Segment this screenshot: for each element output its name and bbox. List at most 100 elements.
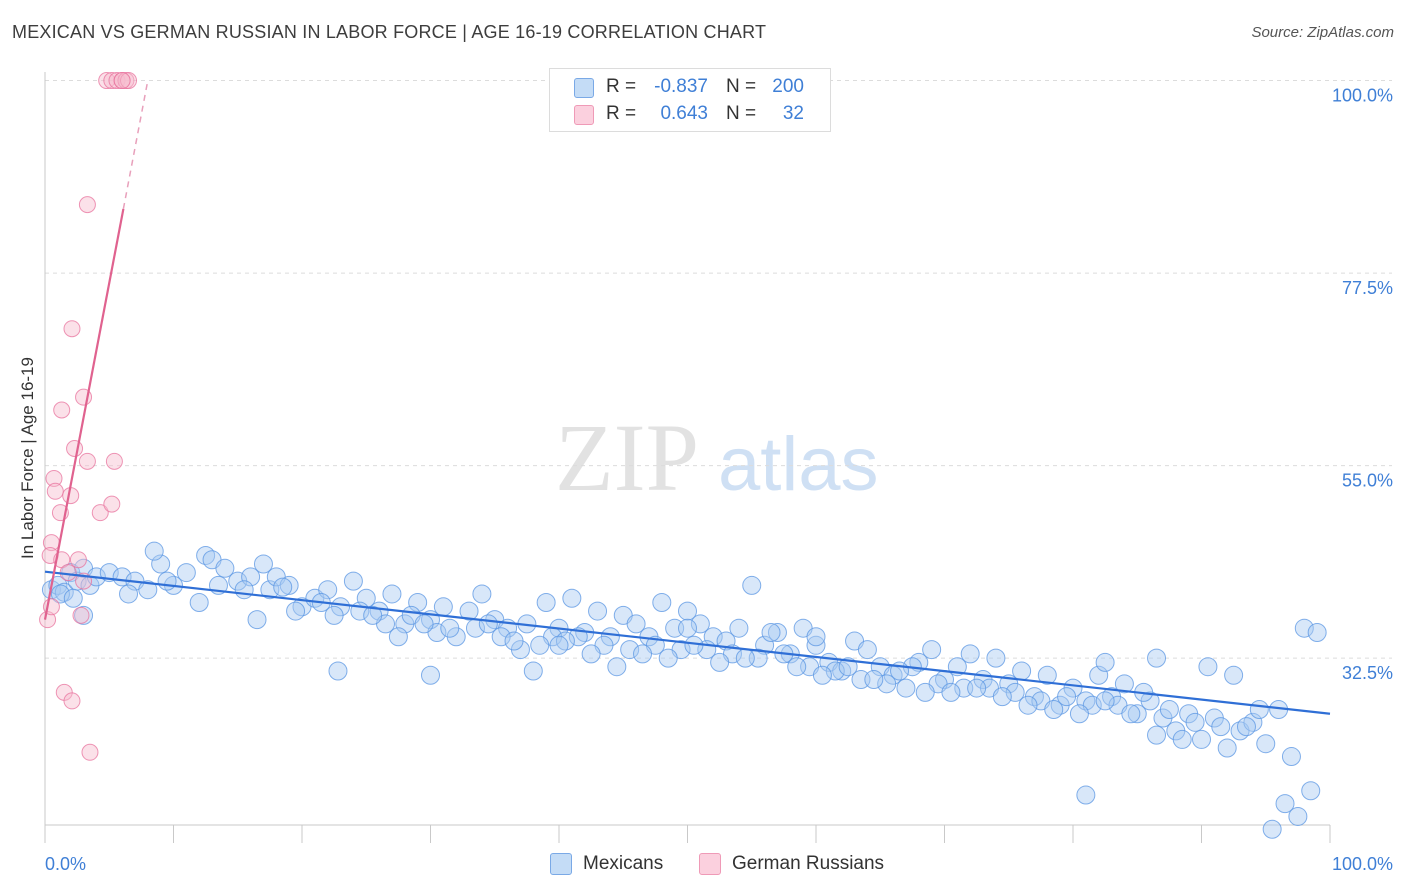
mexicans-point bbox=[1069, 704, 1089, 724]
n-label: N = bbox=[726, 76, 757, 97]
mexicans-point bbox=[472, 584, 492, 604]
mexicans-point bbox=[1012, 661, 1032, 681]
german-russians-trendline bbox=[43, 208, 125, 620]
mexicans-point bbox=[767, 622, 787, 642]
mexicans-point bbox=[864, 670, 884, 690]
mexicans-point bbox=[1275, 794, 1295, 814]
german-russians-point bbox=[78, 452, 96, 470]
trendlines bbox=[43, 80, 1331, 715]
mexicans-point bbox=[1095, 691, 1115, 711]
mexicans-point bbox=[1095, 652, 1115, 672]
german-russians-points bbox=[39, 72, 138, 761]
mexicans-point bbox=[328, 661, 348, 681]
mexicans-point bbox=[607, 657, 627, 677]
mexicans-point bbox=[806, 627, 826, 647]
mexicans-point bbox=[63, 588, 83, 608]
mexicans-point bbox=[324, 605, 344, 625]
mexicans-point bbox=[1018, 695, 1038, 715]
german-russians-swatch bbox=[574, 105, 594, 125]
german-russians-point bbox=[103, 495, 121, 513]
mexicans-point bbox=[562, 588, 582, 608]
mexicans-point bbox=[633, 644, 653, 664]
mexicans-point bbox=[1121, 704, 1141, 724]
mexicans-point bbox=[857, 640, 877, 660]
source-credit: Source: ZipAtlas.com bbox=[1251, 24, 1394, 41]
y-tick-label: 55.0% bbox=[1342, 471, 1393, 491]
mexicans-point bbox=[825, 661, 845, 681]
legend-label-german-russians: German Russians bbox=[732, 853, 885, 874]
mexicans-point bbox=[138, 580, 158, 600]
axes bbox=[44, 72, 1331, 843]
mexicans-point bbox=[941, 682, 961, 702]
german-russians-point bbox=[63, 692, 81, 710]
german-russians-point bbox=[81, 743, 99, 761]
mexicans-point bbox=[1301, 781, 1321, 801]
mexicans-point bbox=[690, 614, 710, 634]
legend-swatch-mexicans bbox=[550, 853, 572, 875]
german-russians-point bbox=[66, 440, 84, 457]
mexicans-point bbox=[678, 618, 697, 638]
mexicans-point bbox=[1037, 665, 1057, 685]
mexicans-points bbox=[41, 541, 1327, 839]
mexicans-point bbox=[1256, 734, 1276, 754]
mexicans-point bbox=[967, 678, 987, 698]
mexicans-point bbox=[1147, 648, 1167, 668]
mexicans-point bbox=[1005, 682, 1025, 702]
mexicans-point bbox=[504, 631, 524, 651]
r-value: 0.643 bbox=[660, 103, 708, 124]
mexicans-point bbox=[215, 558, 235, 578]
mexicans-point bbox=[189, 593, 209, 613]
mexicans-point bbox=[119, 584, 139, 604]
mexicans-swatch bbox=[574, 78, 594, 98]
german-russians-point bbox=[46, 482, 64, 500]
mexicans-point bbox=[729, 618, 749, 638]
n-label: N = bbox=[726, 103, 757, 124]
mexicans-point bbox=[1249, 699, 1269, 719]
mexicans-point bbox=[247, 610, 267, 630]
mexicans-point bbox=[735, 648, 755, 668]
mexicans-point bbox=[1114, 674, 1134, 694]
mexicans-point bbox=[286, 601, 306, 621]
mexicans-point bbox=[581, 644, 601, 664]
y-tick-label: 32.5% bbox=[1342, 663, 1393, 683]
mexicans-point bbox=[549, 635, 569, 655]
german-russians-point bbox=[45, 469, 63, 487]
mexicans-point bbox=[838, 657, 858, 677]
mexicans-point bbox=[1044, 699, 1064, 719]
stats-row-german-russians: R = 0.643 N = 32 bbox=[550, 101, 830, 127]
german-russians-point bbox=[72, 606, 90, 624]
y-tick-label: 77.5% bbox=[1342, 278, 1393, 298]
mexicans-point bbox=[99, 563, 119, 583]
mexicans-point bbox=[157, 571, 177, 591]
mexicans-point bbox=[459, 601, 479, 621]
mexicans-point bbox=[652, 593, 672, 613]
r-value: -0.837 bbox=[654, 76, 708, 97]
mexicans-point bbox=[363, 605, 383, 625]
german-russians-trendline-extension bbox=[122, 80, 149, 210]
mexicans-point bbox=[530, 635, 550, 655]
mexicans-trendline bbox=[44, 570, 1331, 715]
mexicans-point bbox=[253, 554, 273, 574]
mexicans-point bbox=[421, 665, 440, 685]
mexicans-point bbox=[1307, 622, 1327, 642]
y-axis-label: In Labor Force | Age 16-19 bbox=[18, 357, 37, 559]
mexicans-point bbox=[626, 614, 646, 634]
mexicans-point bbox=[414, 614, 434, 634]
mexicans-point bbox=[1127, 704, 1147, 724]
mexicans-point bbox=[1211, 717, 1231, 737]
mexicans-point bbox=[684, 635, 704, 655]
watermark-atlas: atlas bbox=[718, 422, 879, 507]
mexicans-point bbox=[1288, 806, 1308, 826]
mexicans-point bbox=[588, 601, 608, 621]
mexicans-point bbox=[491, 627, 511, 647]
mexicans-point bbox=[915, 682, 935, 702]
legend-swatch-german-russians bbox=[699, 853, 721, 875]
mexicans-point bbox=[658, 648, 678, 668]
mexicans-point bbox=[1159, 699, 1179, 719]
mexicans-point bbox=[523, 661, 543, 681]
mexicans-point bbox=[761, 622, 781, 642]
mexicans-point bbox=[536, 593, 556, 613]
n-value: 200 bbox=[772, 76, 804, 97]
german-russians-point bbox=[113, 72, 131, 90]
